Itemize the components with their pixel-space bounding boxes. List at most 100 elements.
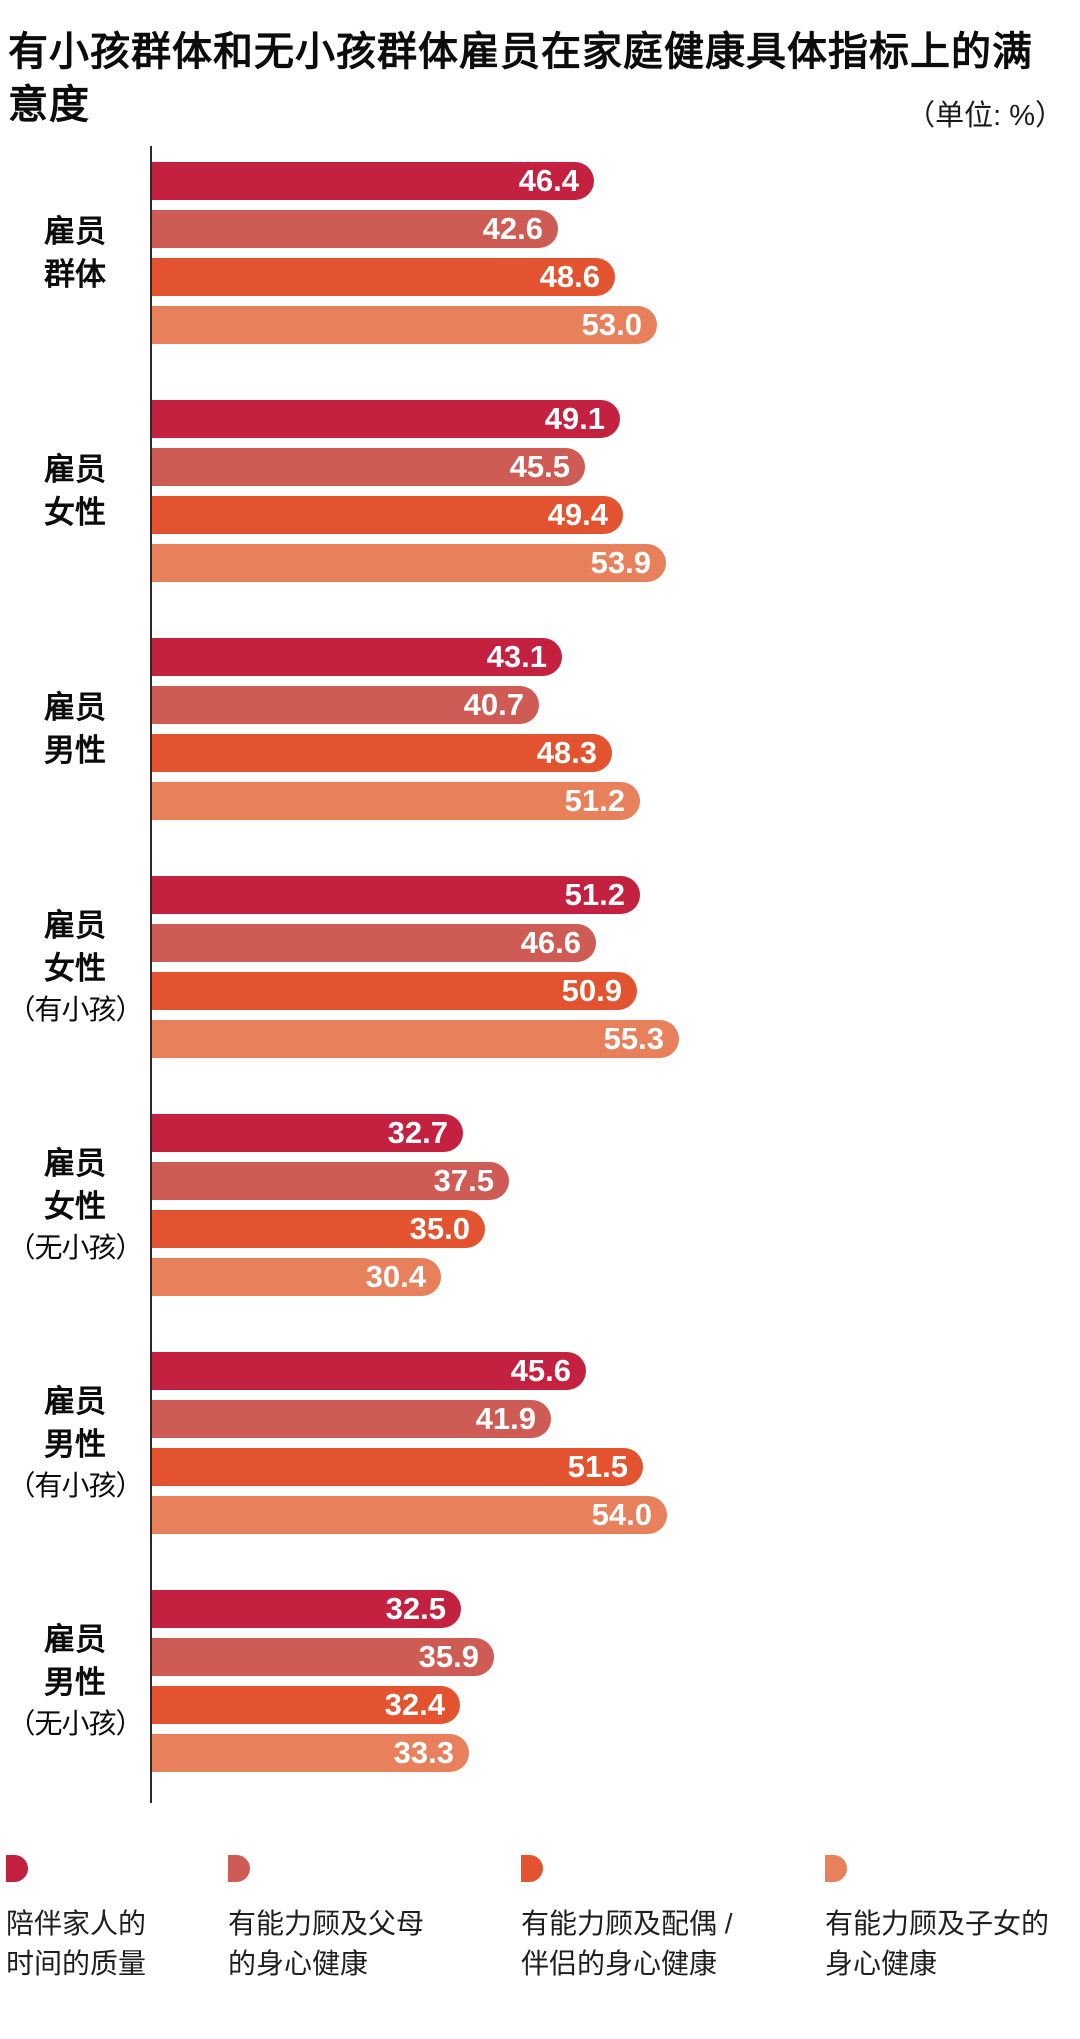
bar-series-3: 49.4 bbox=[150, 496, 623, 534]
bar-series-1: 51.2 bbox=[150, 876, 640, 914]
group-label-line: 雇员 bbox=[44, 1384, 106, 1419]
group-bars: 43.1 40.7 48.3 51.2 bbox=[150, 638, 1080, 820]
legend-label-line: 的身心健康 bbox=[228, 1948, 369, 1979]
bar-value-label: 45.5 bbox=[509, 449, 570, 484]
chart-group-5: 雇员女性 （无小孩） 32.7 37.5 35.0 30.4 bbox=[0, 1114, 1080, 1296]
group-label-line: （无小孩） bbox=[7, 1708, 143, 1739]
bar-value-label: 41.9 bbox=[475, 1401, 536, 1436]
bar-value-label: 35.0 bbox=[409, 1211, 470, 1246]
bar-value-label: 53.0 bbox=[581, 307, 642, 342]
group-label-line: 男性 bbox=[44, 1427, 106, 1462]
chart-group-2: 雇员女性 49.1 45.5 49.4 53.9 bbox=[0, 400, 1080, 582]
bar-series-3: 50.9 bbox=[150, 972, 637, 1010]
legend-item-1: 陪伴家人的时间的质量 bbox=[6, 1855, 146, 1984]
chart-title: 有小孩群体和无小孩群体雇员在家庭健康具体指标上的满 意度 bbox=[8, 26, 1066, 132]
bar-series-3: 35.0 bbox=[150, 1210, 485, 1248]
group-bars: 32.5 35.9 32.4 33.3 bbox=[150, 1590, 1080, 1772]
bar-series-2: 35.9 bbox=[150, 1638, 494, 1676]
bar-series-2: 45.5 bbox=[150, 448, 585, 486]
group-label: 雇员 男性 （无小孩） bbox=[0, 1618, 150, 1744]
group-label: 雇员男性 （有小孩） bbox=[0, 1380, 150, 1506]
legend-label: 有能力顾及子女的 身心健康 bbox=[825, 1904, 1049, 1984]
bar-value-label: 51.2 bbox=[564, 877, 625, 912]
legend-swatch bbox=[228, 1855, 250, 1882]
bar-value-label: 46.4 bbox=[518, 163, 579, 198]
bar-series-4: 54.0 bbox=[150, 1496, 667, 1534]
group-bars: 46.4 42.6 48.6 53.0 bbox=[150, 162, 1080, 344]
legend-label-line: 时间的质量 bbox=[6, 1948, 147, 1979]
group-label-line: 雇员 bbox=[44, 452, 106, 487]
bar-value-label: 55.3 bbox=[603, 1021, 664, 1056]
chart-group-6: 雇员 男性 （有小孩） 45.6 41.9 51.5 54.0 bbox=[0, 1352, 1080, 1534]
bar-series-1: 46.4 bbox=[150, 162, 594, 200]
legend-swatch bbox=[825, 1855, 847, 1882]
chart-group-3: 雇员男性 43.1 40.7 48.3 51.2 bbox=[0, 638, 1080, 820]
bar-series-2: 37.5 bbox=[150, 1162, 509, 1200]
bar-series-4: 33.3 bbox=[150, 1734, 469, 1772]
group-label-line: （有小孩） bbox=[7, 994, 143, 1025]
bar-value-label: 33.3 bbox=[393, 1735, 454, 1770]
legend-label: 陪伴家人的时间的质量 bbox=[6, 1904, 146, 1984]
bar-chart: 雇员 群体 46.4 42.6 48.6 53.0 雇员 女性 49.1 45.5 49.4 53.9… bbox=[0, 146, 1080, 1803]
group-bars: 45.6 41.9 51.5 54.0 bbox=[150, 1352, 1080, 1534]
bar-value-label: 32.7 bbox=[387, 1115, 448, 1150]
group-label: 雇员 女性 bbox=[0, 448, 150, 534]
group-label-line: 男性 bbox=[44, 733, 106, 768]
chart-group-7: 雇员 男性 （无小孩） 32.5 35.9 32.4 33.3 bbox=[0, 1590, 1080, 1772]
group-label-line: （无小孩） bbox=[7, 1232, 143, 1263]
bar-series-1: 32.7 bbox=[150, 1114, 463, 1152]
y-axis-line bbox=[150, 146, 152, 1803]
group-label-line: 女性 bbox=[44, 495, 106, 530]
bar-series-4: 51.2 bbox=[150, 782, 640, 820]
bar-series-2: 40.7 bbox=[150, 686, 539, 724]
legend-label-line: 有能力顾及配偶 / bbox=[521, 1908, 733, 1939]
group-label-line: 雇员 bbox=[44, 690, 106, 725]
bar-value-label: 32.4 bbox=[384, 1687, 445, 1722]
legend-item-3: 有能力顾及配偶 / 伴侣的身心健康 bbox=[521, 1855, 733, 1984]
bar-value-label: 40.7 bbox=[463, 687, 524, 722]
bar-series-3: 32.4 bbox=[150, 1686, 460, 1724]
bar-value-label: 48.3 bbox=[536, 735, 597, 770]
chart-groups: 雇员 群体 46.4 42.6 48.6 53.0 雇员 女性 49.1 45.5 49.4 53.9… bbox=[0, 146, 1080, 1803]
group-label-line: （有小孩） bbox=[7, 1470, 143, 1501]
bar-series-4: 55.3 bbox=[150, 1020, 679, 1058]
chart-header: 有小孩群体和无小孩群体雇员在家庭健康具体指标上的满 意度 （单位: %） bbox=[0, 0, 1080, 132]
group-label: 雇员 女性 （有小孩） bbox=[0, 904, 150, 1030]
legend-label-line: 陪伴家人的 bbox=[6, 1908, 147, 1939]
bar-series-4: 53.0 bbox=[150, 306, 657, 344]
bar-value-label: 51.2 bbox=[564, 783, 625, 818]
group-bars: 51.2 46.6 50.9 55.3 bbox=[150, 876, 1080, 1058]
group-label-line: 女性 bbox=[44, 1189, 106, 1224]
legend-label-line: 伴侣的身心健康 bbox=[521, 1948, 718, 1979]
legend-item-4: 有能力顾及子女的 身心健康 bbox=[825, 1855, 1049, 1984]
legend-label-line: 有能力顾及子女的 bbox=[825, 1908, 1050, 1939]
group-bars: 49.1 45.5 49.4 53.9 bbox=[150, 400, 1080, 582]
bar-series-4: 30.4 bbox=[150, 1258, 441, 1296]
group-label-line: 群体 bbox=[44, 257, 106, 292]
bar-value-label: 37.5 bbox=[433, 1163, 494, 1198]
chart-title-line-2: 意度 bbox=[8, 83, 90, 127]
bar-series-4: 53.9 bbox=[150, 544, 666, 582]
group-label: 雇员 群体 bbox=[0, 210, 150, 296]
legend-item-2: 有能力顾及父母 的身心健康 bbox=[228, 1855, 424, 1984]
group-label-line: 雇员 bbox=[44, 1146, 106, 1181]
bar-series-1: 49.1 bbox=[150, 400, 620, 438]
group-label-line: 雇员 bbox=[44, 908, 106, 943]
bar-series-3: 48.6 bbox=[150, 258, 615, 296]
bar-series-1: 43.1 bbox=[150, 638, 562, 676]
bar-value-label: 32.5 bbox=[385, 1591, 446, 1626]
chart-title-line-1: 有小孩群体和无小孩群体雇员在家庭健康具体指标上的满 bbox=[8, 30, 1033, 74]
group-label: 雇员 男性 bbox=[0, 686, 150, 772]
bar-value-label: 43.1 bbox=[486, 639, 547, 674]
group-label-line: 雇员 bbox=[44, 214, 106, 249]
bar-series-2: 46.6 bbox=[150, 924, 596, 962]
chart-legend: 陪伴家人的 时间的质量 有能力顾及父母 的身心健康 有能力顾及配偶 / 伴侣的身心健康 有能… bbox=[0, 1855, 1080, 2005]
group-label: 雇员女性 （无小孩） bbox=[0, 1142, 150, 1268]
bar-value-label: 30.4 bbox=[365, 1259, 426, 1294]
legend-swatch bbox=[521, 1855, 543, 1882]
bar-value-label: 49.1 bbox=[544, 401, 605, 436]
bar-value-label: 51.5 bbox=[567, 1449, 628, 1484]
bar-value-label: 54.0 bbox=[591, 1497, 652, 1532]
chart-group-4: 雇员 女性 （有小孩） 51.2 46.6 50.9 55.3 bbox=[0, 876, 1080, 1058]
